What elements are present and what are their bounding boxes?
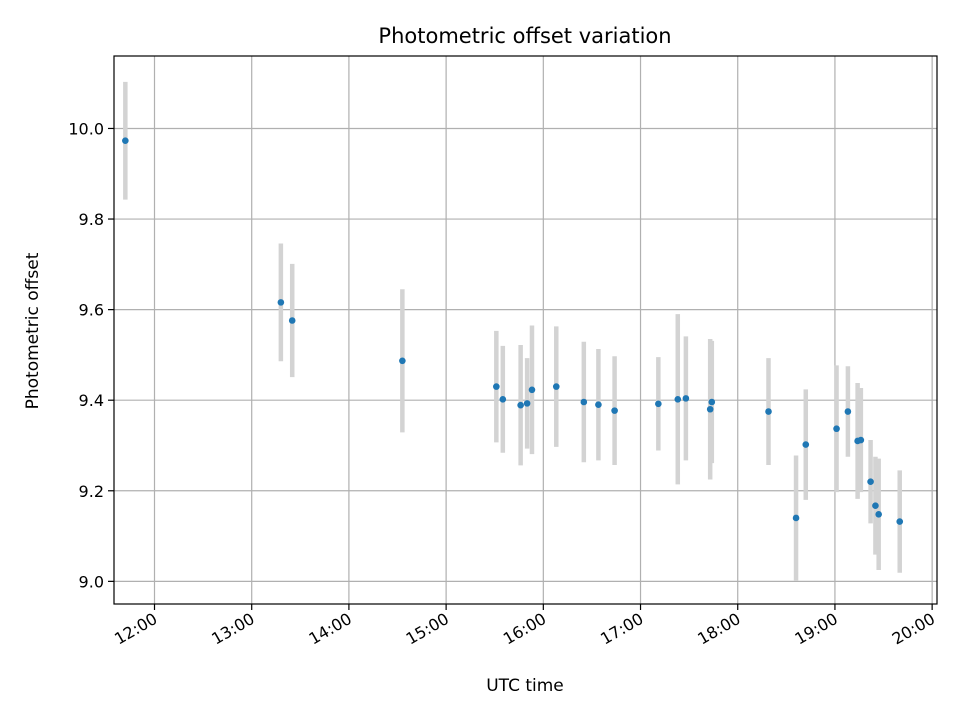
y-axis-ticks: 9.0 9.2 9.4 9.6 9.8 10.0 xyxy=(68,119,114,591)
data-point xyxy=(552,383,560,390)
data-point xyxy=(517,401,524,409)
data-point xyxy=(674,395,682,403)
y-tick-label: 9.2 xyxy=(79,482,104,501)
data-point xyxy=(708,398,716,406)
data-point xyxy=(288,317,296,324)
data-point xyxy=(399,357,406,365)
x-axis-label: UTC time xyxy=(486,676,564,696)
data-point xyxy=(765,408,772,415)
y-axis-label: Photometric offset xyxy=(23,252,43,409)
data-point xyxy=(580,398,588,406)
data-point xyxy=(706,405,714,413)
grid-lines xyxy=(114,56,937,604)
data-point xyxy=(528,386,536,394)
data-point xyxy=(872,502,879,510)
data-point xyxy=(499,395,507,403)
data-point xyxy=(523,400,531,407)
data-point xyxy=(682,395,690,402)
data-points xyxy=(122,137,904,525)
data-point xyxy=(833,425,840,433)
y-tick-label: 9.8 xyxy=(79,210,104,229)
data-point xyxy=(611,407,618,414)
data-point xyxy=(896,518,904,525)
y-tick-label: 9.4 xyxy=(79,391,104,410)
data-point xyxy=(875,511,882,518)
data-point xyxy=(277,299,285,306)
data-point xyxy=(122,137,129,144)
data-point xyxy=(867,478,874,486)
data-point xyxy=(792,514,800,522)
y-tick-label: 9.6 xyxy=(79,301,104,320)
y-tick-label: 9.0 xyxy=(79,572,104,591)
data-point xyxy=(802,441,810,448)
plot-frame xyxy=(113,55,938,605)
data-point xyxy=(857,436,865,444)
data-point xyxy=(844,408,852,415)
data-point xyxy=(595,401,602,409)
data-point xyxy=(655,400,662,408)
y-tick-label: 10.0 xyxy=(68,119,104,138)
data-point xyxy=(493,383,500,390)
chart-title: Photometric offset variation xyxy=(378,24,671,48)
